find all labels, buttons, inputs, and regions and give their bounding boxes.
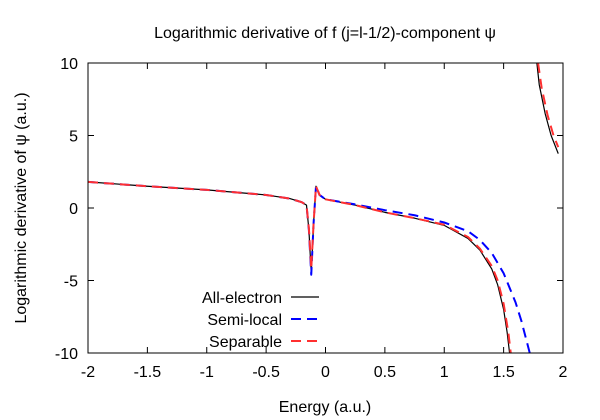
legend-label: Semi-local	[207, 312, 282, 329]
x-axis-label: Energy (a.u.)	[279, 399, 371, 416]
plot-frame	[87, 62, 564, 354]
y-tick-label: -10	[55, 346, 78, 363]
x-tick-label: 1.5	[493, 364, 515, 381]
x-tick-label: -1.5	[134, 364, 162, 381]
legend: All-electron Semi-local Separable	[202, 290, 319, 351]
x-tick-label: -0.5	[252, 364, 280, 381]
series-all-electron	[88, 63, 559, 353]
series-line	[88, 181, 511, 353]
y-tick-label: 5	[69, 129, 78, 146]
x-tick-label: 2	[559, 364, 568, 381]
y-axis-label: Logarithmic derivative of ψ (a.u.)	[13, 92, 30, 323]
x-tick-label: -2	[81, 364, 95, 381]
legend-label: Separable	[209, 334, 282, 351]
series-line	[537, 63, 560, 148]
series-line	[88, 180, 531, 353]
x-tick-label: 1	[440, 364, 449, 381]
x-tick-label: -1	[200, 364, 214, 381]
x-tick-label: 0	[321, 364, 330, 381]
x-tick-label: 0.5	[374, 364, 396, 381]
series-line	[88, 180, 512, 353]
y-tick-label: 10	[60, 56, 78, 73]
y-tick-label: 0	[69, 201, 78, 218]
series-line	[536, 63, 559, 154]
y-tick-label: -5	[64, 274, 78, 291]
series-separable	[88, 63, 560, 353]
series-semi-local	[88, 180, 531, 353]
chart-title: Logarithmic derivative of f (j=l-1/2)-co…	[154, 25, 496, 42]
legend-label: All-electron	[202, 290, 282, 307]
